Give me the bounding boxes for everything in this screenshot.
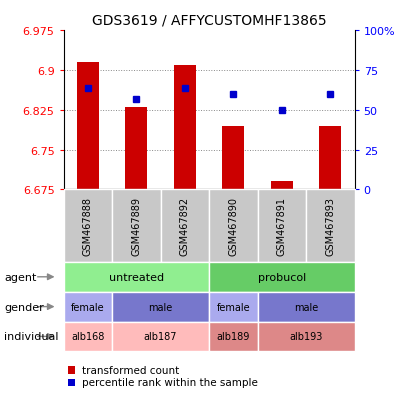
- Text: GSM467891: GSM467891: [276, 197, 286, 256]
- Text: male: male: [293, 302, 317, 312]
- Text: alb193: alb193: [289, 332, 322, 342]
- Text: GSM467890: GSM467890: [228, 197, 238, 256]
- Text: alb168: alb168: [71, 332, 104, 342]
- Text: GSM467893: GSM467893: [325, 197, 335, 256]
- Bar: [222, 126, 244, 190]
- Text: GSM467889: GSM467889: [131, 197, 141, 256]
- Text: male: male: [148, 302, 172, 312]
- Text: alb189: alb189: [216, 332, 249, 342]
- Bar: [319, 126, 340, 190]
- Text: agent: agent: [4, 272, 36, 282]
- Text: female: female: [71, 302, 104, 312]
- Text: percentile rank within the sample: percentile rank within the sample: [82, 377, 257, 387]
- Text: untreated: untreated: [108, 272, 164, 282]
- Text: transformed count: transformed count: [82, 365, 179, 375]
- Text: individual: individual: [4, 332, 58, 342]
- Bar: [125, 108, 147, 190]
- Text: female: female: [216, 302, 249, 312]
- Text: probucol: probucol: [257, 272, 305, 282]
- Text: GSM467892: GSM467892: [180, 197, 189, 256]
- Title: GDS3619 / AFFYCUSTOMHF13865: GDS3619 / AFFYCUSTOMHF13865: [92, 13, 326, 27]
- Bar: [77, 63, 99, 190]
- Bar: [270, 182, 292, 190]
- Bar: [173, 65, 195, 190]
- Text: gender: gender: [4, 302, 44, 312]
- Text: alb187: alb187: [144, 332, 177, 342]
- Text: GSM467888: GSM467888: [83, 197, 92, 256]
